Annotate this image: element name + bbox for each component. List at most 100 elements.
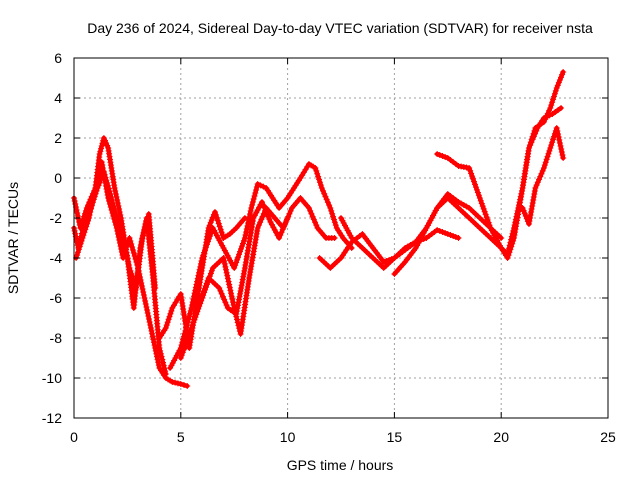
data-point-marker	[106, 188, 113, 195]
data-point-marker	[247, 229, 254, 236]
data-point-marker	[97, 177, 104, 183]
data-point-marker	[221, 260, 228, 267]
data-point-marker	[217, 226, 224, 233]
data-point-marker	[252, 190, 259, 196]
data-point-marker	[240, 237, 247, 244]
y-tick-label: 0	[54, 170, 62, 186]
data-point-marker	[220, 255, 227, 261]
data-point-marker	[99, 165, 106, 171]
data-point-marker	[184, 383, 191, 389]
data-point-marker	[79, 227, 86, 234]
data-point-marker	[75, 245, 82, 251]
data-point-marker	[80, 224, 87, 231]
y-tick-label: -8	[50, 330, 63, 346]
data-point-marker	[199, 255, 206, 261]
chart-title: Day 236 of 2024, Sidereal Day-to-day VTE…	[87, 20, 593, 36]
data-point-marker	[312, 165, 319, 171]
series-track-4	[156, 209, 248, 351]
data-point-marker	[157, 347, 164, 354]
data-point-marker	[165, 316, 172, 323]
data-point-marker	[94, 185, 101, 191]
data-point-marker	[280, 223, 287, 230]
data-point-marker	[529, 200, 536, 206]
data-point-marker	[223, 302, 230, 309]
data-point-marker	[202, 283, 209, 290]
data-point-marker	[240, 273, 247, 280]
data-point-marker	[150, 336, 157, 343]
data-point-marker	[172, 379, 179, 386]
data-point-marker	[480, 205, 487, 212]
data-point-marker	[89, 199, 96, 206]
series-track-7	[182, 199, 291, 351]
data-point-marker	[439, 229, 446, 235]
data-point-marker	[130, 250, 137, 256]
data-point-marker	[190, 293, 197, 300]
data-point-marker	[543, 156, 550, 163]
data-point-marker	[142, 298, 149, 304]
data-point-marker	[162, 368, 169, 375]
data-point-marker	[509, 230, 516, 237]
data-point-marker	[287, 207, 294, 214]
data-point-marker	[186, 330, 193, 337]
data-point-marker	[149, 333, 156, 340]
data-point-marker	[261, 204, 268, 211]
data-point-marker	[72, 230, 79, 237]
data-point-marker	[504, 251, 511, 257]
data-point-marker	[278, 229, 285, 236]
data-point-marker	[120, 235, 127, 241]
data-point-marker	[114, 197, 121, 203]
data-point-marker	[206, 233, 213, 240]
data-point-marker	[547, 105, 554, 111]
data-point-marker	[192, 313, 199, 320]
data-point-marker	[149, 330, 156, 337]
data-point-marker	[314, 170, 321, 177]
data-point-marker	[192, 284, 199, 291]
data-point-marker	[512, 216, 519, 223]
data-point-marker	[477, 197, 484, 204]
series-track-3	[71, 169, 159, 291]
data-point-marker	[127, 238, 134, 244]
data-point-marker	[140, 292, 147, 298]
data-point-marker	[442, 154, 449, 160]
data-point-marker	[115, 220, 122, 227]
data-point-marker	[182, 327, 189, 334]
data-point-marker	[539, 167, 546, 174]
data-point-marker	[103, 177, 110, 184]
data-point-marker	[484, 216, 491, 223]
data-point-marker	[125, 262, 132, 268]
data-point-marker	[221, 257, 228, 264]
data-point-marker	[529, 136, 536, 143]
data-point-marker	[516, 199, 523, 206]
data-point-marker	[251, 242, 258, 249]
data-point-marker	[140, 289, 147, 295]
data-point-marker	[241, 267, 248, 274]
data-point-marker	[555, 134, 562, 140]
data-point-marker	[239, 276, 246, 283]
data-point-marker	[513, 213, 520, 220]
data-point-marker	[542, 159, 549, 166]
data-point-marker	[81, 219, 88, 225]
data-point-marker	[232, 262, 239, 269]
data-point-marker	[519, 205, 526, 211]
data-point-marker	[550, 136, 557, 143]
data-point-marker	[100, 169, 107, 175]
data-point-marker	[476, 195, 483, 201]
data-point-marker	[248, 260, 255, 267]
data-point-marker	[268, 221, 275, 228]
data-point-marker	[434, 151, 441, 157]
data-point-marker	[242, 259, 249, 266]
data-point-marker	[225, 278, 232, 285]
y-tick-label: -2	[50, 210, 63, 226]
data-point-marker	[194, 275, 201, 282]
data-point-marker	[140, 232, 147, 238]
data-point-marker	[330, 213, 337, 220]
data-point-marker	[532, 130, 539, 137]
data-point-marker	[498, 235, 505, 241]
data-point-marker	[159, 356, 166, 363]
data-point-marker	[328, 207, 335, 214]
data-point-marker	[250, 215, 257, 221]
data-point-marker	[189, 302, 196, 309]
data-point-marker	[199, 291, 206, 298]
y-tick-label: -12	[42, 410, 62, 426]
data-point-marker	[77, 236, 84, 243]
